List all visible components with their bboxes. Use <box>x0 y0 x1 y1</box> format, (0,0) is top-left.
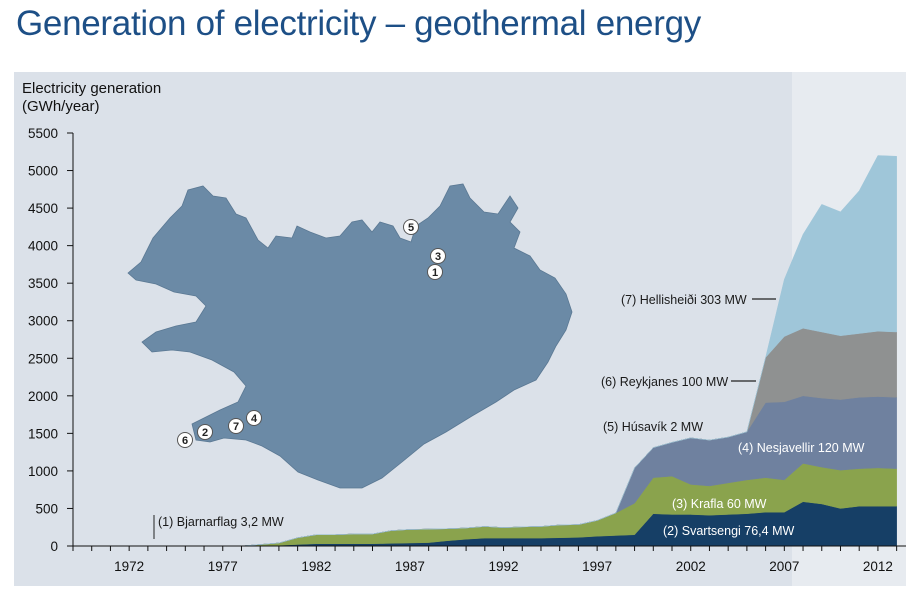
y-tick-label: 5500 <box>28 126 58 141</box>
x-tick-label: 2007 <box>769 559 799 574</box>
series-label-1: (3) Krafla 60 MW <box>672 497 767 511</box>
map-marker-circle <box>177 432 193 448</box>
iceland-shape <box>127 183 573 489</box>
map-marker-2: 2 <box>197 424 213 440</box>
y-tick-label: 0 <box>50 539 58 554</box>
map-marker-3: 3 <box>430 248 446 264</box>
y-tick-label: 4000 <box>28 239 58 254</box>
map-marker-label: 5 <box>408 222 414 234</box>
x-tick-label: 1972 <box>114 559 144 574</box>
y-tick-label: 3500 <box>28 276 58 291</box>
series-label-0: (2) Svartsengi 76,4 MW <box>663 524 794 538</box>
y-tick-label: 1000 <box>28 464 58 479</box>
map-marker-circle <box>197 424 213 440</box>
map-marker-label: 4 <box>251 413 258 425</box>
map-marker-circle <box>430 248 446 264</box>
map-marker-4: 4 <box>246 410 262 426</box>
map-marker-circle <box>246 410 262 426</box>
y-axis-label-line1: Electricity generation <box>22 80 162 97</box>
y-tick-label: 500 <box>35 501 58 516</box>
series-label-2: (4) Nesjavellir 120 MW <box>738 441 865 455</box>
y-axis-label: Electricity generation (GWh/year) <box>22 80 161 116</box>
bjarnarflag-label: (1) Bjarnarflag 3,2 MW <box>158 515 284 529</box>
page-title: Generation of electricity – geothermal e… <box>16 4 701 43</box>
map-marker-label: 3 <box>435 251 441 263</box>
axes: 0 500 1000 1500 2000 2500 3000 3500 4000 4500 5000… <box>28 126 906 574</box>
map-marker-circle <box>228 418 244 434</box>
map-marker-5: 5 <box>403 219 419 235</box>
y-tick-label: 1500 <box>28 426 58 441</box>
x-tick-label: 1977 <box>208 559 238 574</box>
y-tick-label: 2500 <box>28 351 58 366</box>
area-series-5 <box>73 155 897 547</box>
map-marker-label: 7 <box>233 421 239 433</box>
series-label-4: (6) Reykjanes 100 MW <box>601 375 728 389</box>
map-marker-label: 1 <box>432 267 438 279</box>
x-tick-label: 2002 <box>676 559 706 574</box>
y-tick-label: 5000 <box>28 164 58 179</box>
area-series <box>73 155 897 547</box>
series-labels: (2) Svartsengi 76,4 MW (3) Krafla 60 MW (4… <box>153 293 865 539</box>
map-marker-label: 6 <box>182 435 188 447</box>
map-marker-circle <box>403 219 419 235</box>
y-tick-label: 2000 <box>28 389 58 404</box>
series-label-5: (7) Hellisheiði 303 MW <box>621 293 747 307</box>
y-tick-label: 3000 <box>28 314 58 329</box>
map-marker-1: 1 <box>427 264 443 280</box>
x-tick-label: 1997 <box>582 559 612 574</box>
map-marker-circle <box>427 264 443 280</box>
iceland-map: 1 2 3 4 5 6 7 <box>127 183 573 489</box>
y-tick-label: 4500 <box>28 201 58 216</box>
x-tick-label: 1982 <box>301 559 331 574</box>
map-marker-7: 7 <box>228 418 244 434</box>
map-marker-label: 2 <box>202 427 208 439</box>
x-tick-label: 1987 <box>395 559 425 574</box>
map-marker-6: 6 <box>177 432 193 448</box>
x-tick-label: 2012 <box>863 559 893 574</box>
y-axis-label-line2: (GWh/year) <box>22 98 100 115</box>
x-tick-label: 1992 <box>489 559 519 574</box>
series-label-3: (5) Húsavík 2 MW <box>603 420 703 434</box>
